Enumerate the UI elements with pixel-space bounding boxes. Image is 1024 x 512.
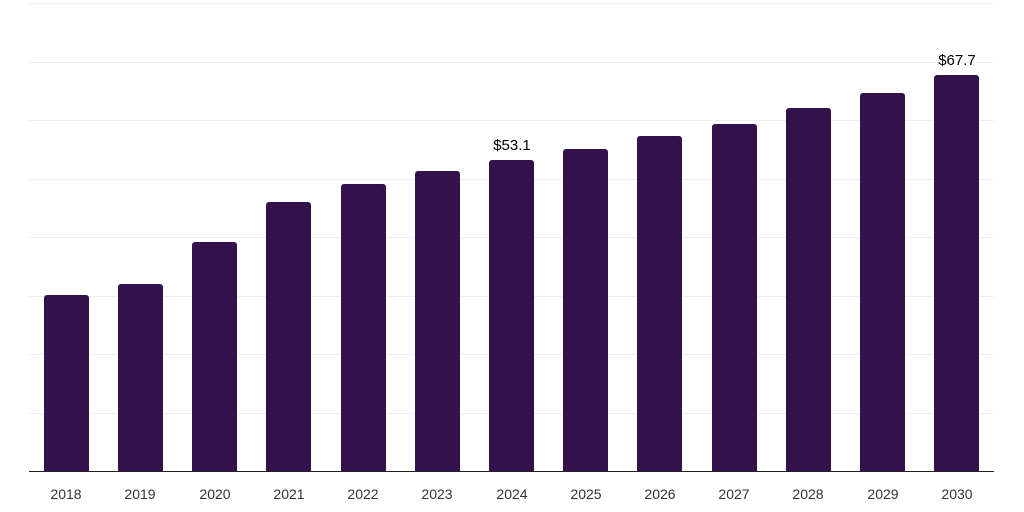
x-tick-label-2018: 2018 bbox=[50, 486, 82, 502]
x-tick-label-2026: 2026 bbox=[644, 486, 676, 502]
x-tick-label-2024: 2024 bbox=[496, 486, 528, 502]
data-label-2024: $53.1 bbox=[493, 137, 531, 154]
bar-2030 bbox=[934, 75, 979, 471]
x-tick-label-2027: 2027 bbox=[718, 486, 750, 502]
bar-2024 bbox=[489, 160, 534, 471]
data-label-2030: $67.7 bbox=[938, 52, 976, 69]
x-tick-label-2029: 2029 bbox=[867, 486, 899, 502]
x-tick-label-2028: 2028 bbox=[792, 486, 824, 502]
bar-2026 bbox=[637, 136, 682, 471]
bar-2018 bbox=[44, 295, 89, 471]
bar-2023 bbox=[415, 171, 460, 471]
bar-2021 bbox=[266, 202, 311, 471]
bar-2019 bbox=[118, 284, 163, 471]
bar-2029 bbox=[860, 93, 905, 471]
gridline-60 bbox=[29, 120, 994, 121]
x-tick-label-2022: 2022 bbox=[347, 486, 379, 502]
gridline-70 bbox=[29, 62, 994, 63]
x-axis-line bbox=[29, 471, 994, 472]
bar-2022 bbox=[341, 184, 386, 471]
bar-2025 bbox=[563, 149, 608, 471]
bar-2020 bbox=[192, 242, 237, 471]
x-tick-label-2021: 2021 bbox=[273, 486, 305, 502]
bar-2028 bbox=[786, 108, 831, 471]
x-tick-label-2030: 2030 bbox=[941, 486, 973, 502]
x-tick-label-2025: 2025 bbox=[570, 486, 602, 502]
x-tick-label-2019: 2019 bbox=[124, 486, 156, 502]
x-tick-label-2023: 2023 bbox=[421, 486, 453, 502]
gridline-80 bbox=[29, 3, 994, 4]
bar-2027 bbox=[712, 124, 757, 471]
x-tick-label-2020: 2020 bbox=[199, 486, 231, 502]
